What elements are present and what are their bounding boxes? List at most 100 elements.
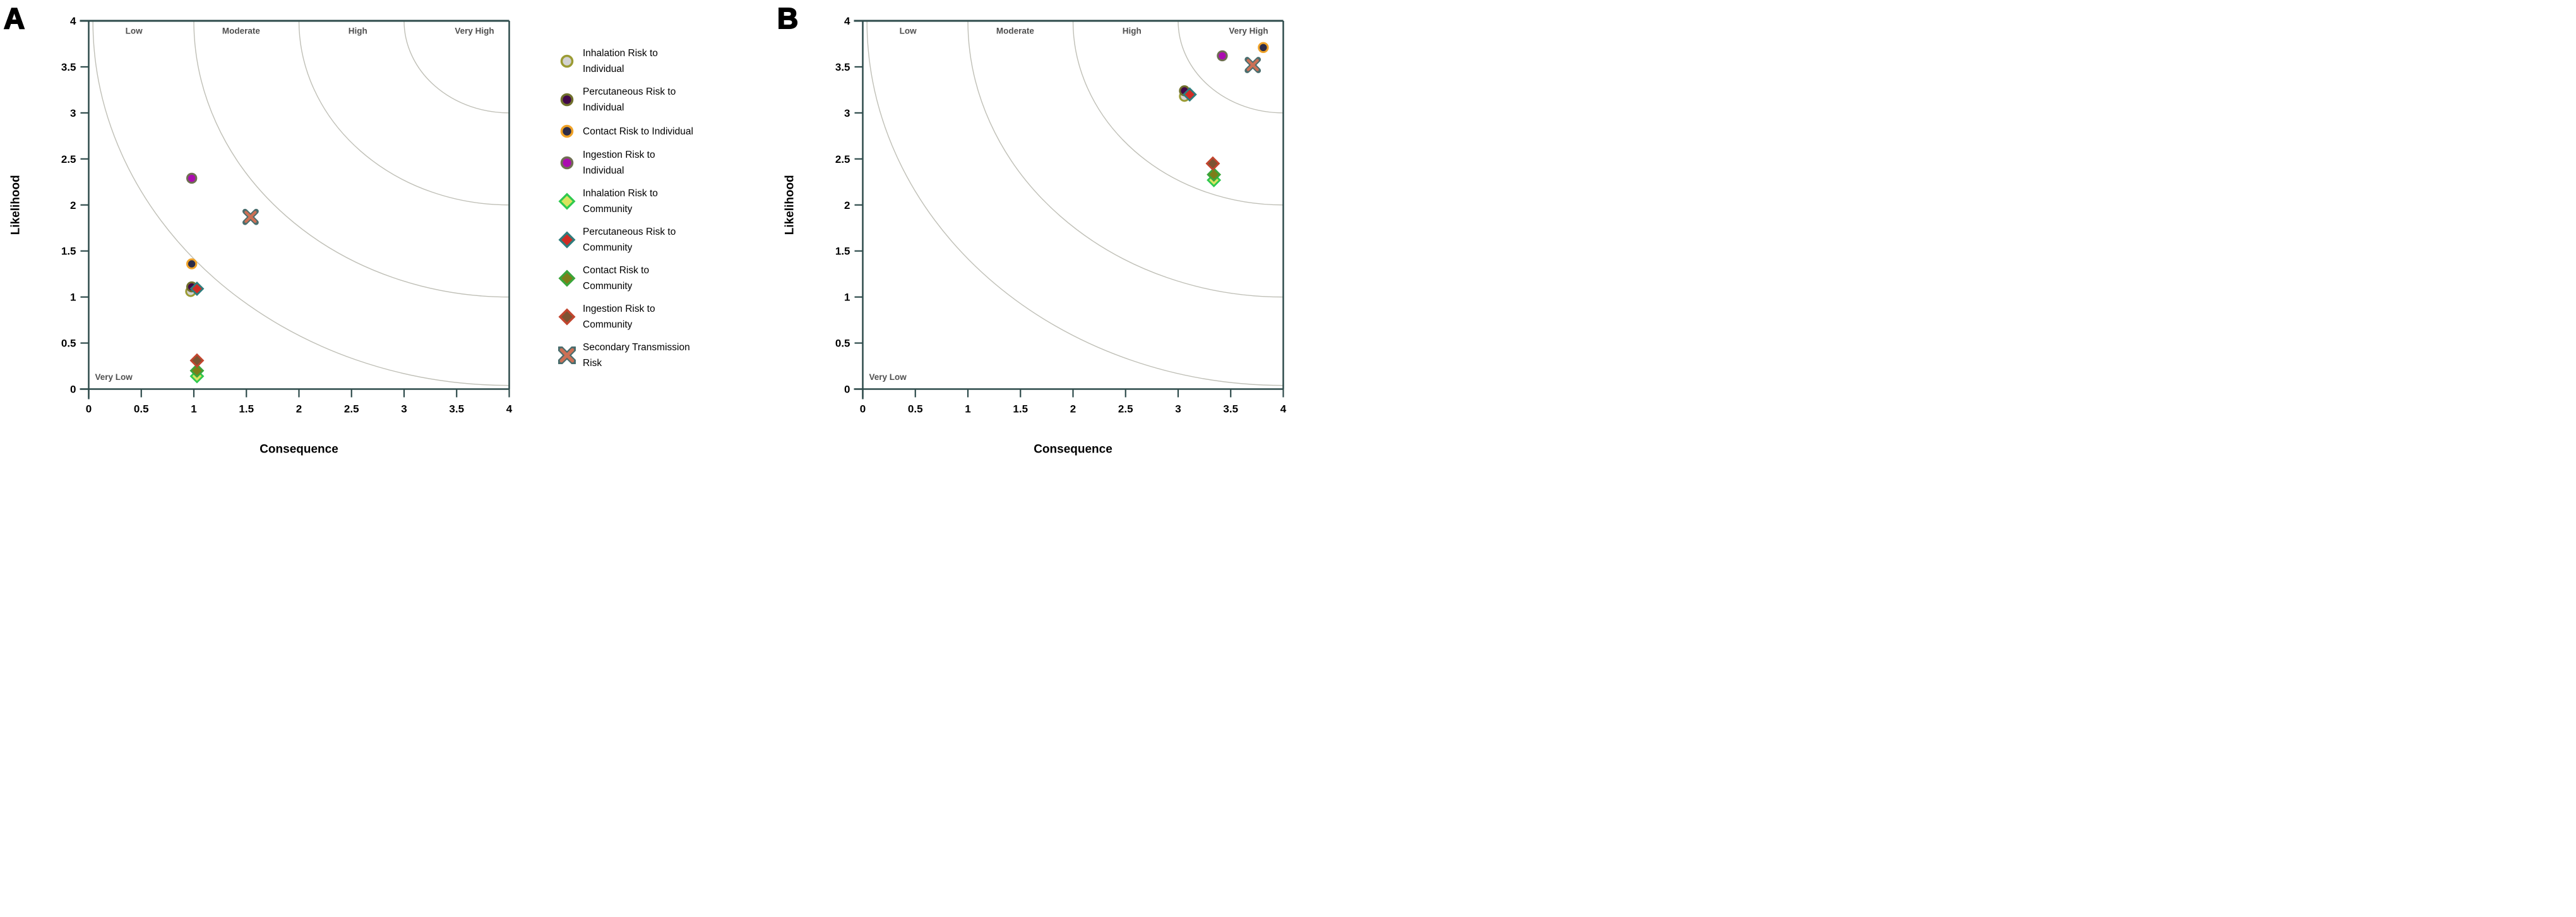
data-point-diamond (1205, 156, 1220, 171)
x-tick-label: 4 (506, 403, 513, 415)
data-point-diamond (1207, 167, 1222, 182)
data-point-diamond (189, 281, 205, 296)
y-axis-title: Likelihood (784, 175, 797, 235)
legend-marker-circle-icon (560, 124, 574, 138)
y-tick-label: 0 (70, 384, 76, 396)
zone-label: Very High (1229, 26, 1268, 35)
zone-label: Low (126, 26, 143, 35)
legend-marker-diamond-icon (558, 192, 576, 210)
y-tick-label: 1 (70, 292, 76, 304)
data-point-circle (1258, 42, 1269, 54)
legend-item: Ingestion Risk to Community (558, 301, 770, 333)
legend-item: Inhalation Risk to Individual (558, 45, 770, 77)
data-point-diamond (1182, 87, 1197, 102)
legend-label: Contact Risk to Community (583, 265, 650, 292)
x-axis-title: Consequence (1034, 443, 1112, 456)
x-tick-label: 2 (296, 403, 302, 415)
legend-label: Inhalation Risk to Individual (583, 48, 658, 74)
panel-A: 0 0.5 1 1.5 2 2.5 3 3.5 4 0 0.5 1 1.5 2 2.5 3 3.5 4 Low Mod… (9, 15, 513, 456)
legend-marker-diamond-icon (558, 231, 576, 249)
legend-marker-circle-icon (560, 93, 574, 107)
risk-contour (967, 21, 1284, 298)
x-tick-label: 3.5 (449, 403, 464, 415)
panel-label-a: A (3, 1, 26, 35)
zone-label: High (1123, 26, 1142, 35)
legend-label: Ingestion Risk to Individual (583, 150, 655, 176)
data-point-diamond (558, 231, 576, 249)
y-tick-label: 2 (844, 199, 850, 211)
y-tick-label: 2.5 (61, 153, 76, 165)
data-point-x (559, 348, 575, 363)
data-point-diamond (189, 363, 205, 378)
legend-marker-circle-icon (560, 54, 574, 68)
zone-label: Moderate (222, 26, 261, 35)
data-point-circle (560, 54, 574, 68)
legend-item: Contact Risk to Individual (558, 122, 770, 140)
data-point-circle (186, 172, 198, 184)
data-point-diamond (558, 192, 576, 210)
legend-label: Percutaneous Risk to Community (583, 227, 676, 253)
y-tick-label: 1 (844, 292, 850, 304)
x-tick-label: 0.5 (134, 403, 149, 415)
x-tick-label: 3.5 (1223, 403, 1238, 415)
risk-matrix-figure: 0 0.5 1 1.5 2 2.5 3 3.5 4 0 0.5 1 1.5 2 2.5 3 3.5 4 Low Mod… (9, 15, 1287, 456)
x-tick-label: 3 (401, 403, 407, 415)
panel-B: 0 0.5 1 1.5 2 2.5 3 3.5 4 0 0.5 1 1.5 2 2.5 3 3.5 4 Low Mod… (784, 15, 1287, 456)
legend-label: Ingestion Risk to Community (583, 304, 655, 330)
legend-label: Contact Risk to Individual (583, 126, 693, 137)
data-point-x (1246, 59, 1259, 71)
legend-label: Secondary Transmission Risk (583, 342, 690, 369)
y-tick-label: 1.5 (835, 246, 850, 257)
zone-label: High (349, 26, 367, 35)
y-tick-label: 2 (70, 199, 76, 211)
y-tick-label: 3.5 (61, 61, 76, 73)
x-tick-label: 2.5 (1118, 403, 1133, 415)
y-tick-label: 3 (70, 107, 76, 119)
y-tick-label: 2.5 (835, 153, 850, 165)
y-axis-title: Likelihood (9, 175, 23, 235)
x-tick-label: 2.5 (344, 403, 359, 415)
data-point-circle (186, 258, 198, 269)
zone-label: Very Low (869, 372, 907, 382)
data-point-circle (560, 156, 574, 170)
legend-item: Percutaneous Risk to Community (558, 224, 770, 256)
legend-item: Percutaneous Risk to Individual (558, 84, 770, 115)
y-tick-label: 4 (844, 15, 850, 27)
x-tick-label: 3 (1175, 403, 1181, 415)
x-tick-label: 1 (191, 403, 196, 415)
legend-item: Inhalation Risk to Community (558, 186, 770, 217)
data-point-x (244, 211, 257, 223)
y-tick-label: 0.5 (835, 338, 850, 350)
y-tick-label: 0.5 (61, 338, 76, 350)
y-tick-label: 3 (844, 107, 850, 119)
legend-item: Ingestion Risk to Individual (558, 147, 770, 179)
legend-label: Inhalation Risk to Community (583, 188, 658, 215)
y-tick-label: 0 (844, 384, 850, 396)
data-point-circle (560, 93, 574, 107)
y-tick-label: 1.5 (61, 246, 76, 257)
x-tick-label: 0.5 (908, 403, 923, 415)
x-tick-label: 0 (86, 403, 92, 415)
x-tick-label: 1.5 (239, 403, 254, 415)
x-tick-label: 1 (965, 403, 970, 415)
legend-marker-circle-icon (560, 156, 574, 170)
data-point-diamond (558, 269, 576, 287)
x-axis-title: Consequence (259, 443, 338, 456)
x-tick-label: 4 (1280, 403, 1287, 415)
legend-item: Contact Risk to Community (558, 263, 770, 294)
panel-label-b: B (777, 1, 799, 35)
legend-marker-diamond-icon (558, 269, 576, 287)
legend: Inhalation Risk to Individual Percutaneou… (558, 45, 770, 371)
y-tick-label: 3.5 (835, 61, 850, 73)
legend-marker-diamond-icon (558, 308, 576, 326)
zone-label: Very Low (95, 372, 133, 382)
zone-label: Very High (455, 26, 494, 35)
x-tick-label: 0 (860, 403, 866, 415)
data-point-diamond (189, 353, 205, 368)
zone-label: Moderate (996, 26, 1035, 35)
data-point-diamond (558, 308, 576, 326)
x-tick-label: 2 (1070, 403, 1076, 415)
legend-label: Percutaneous Risk to Individual (583, 86, 676, 113)
legend-marker-x-icon (558, 346, 576, 364)
legend-item: Secondary Transmission Risk (558, 340, 770, 371)
